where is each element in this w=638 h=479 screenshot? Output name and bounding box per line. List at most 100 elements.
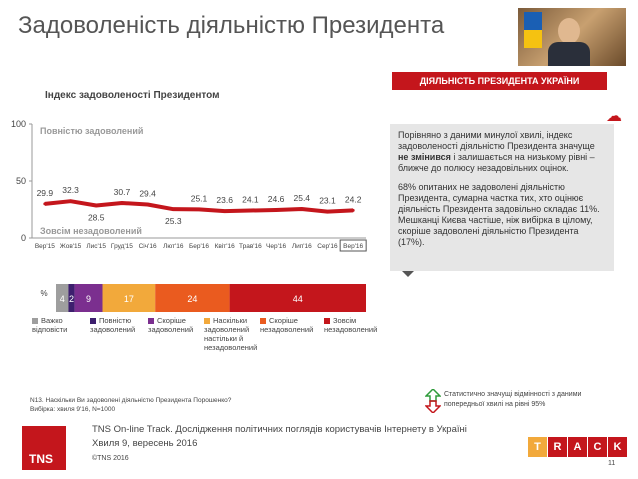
question-text: N13. Наскільки Ви задоволені діяльністю … [30,397,232,404]
data-point [274,208,278,212]
legend-label: Скоріше незадоволений [260,316,314,334]
x-tick-label: Бер'16 [189,243,209,250]
data-label: 23.6 [216,195,233,205]
suit-shape [548,42,590,66]
data-point [300,207,304,211]
track-letter: K [608,437,627,457]
x-tick-label: Чер'16 [266,243,286,250]
legend-label: Важко відповісти [32,316,68,334]
x-tick-label: Квіт'16 [215,242,236,250]
data-point [171,207,175,211]
stacked-bar-chart: % 4 2 9 17 24 44 [40,284,366,312]
summary-box: Порівняно з даними минулої хвилі, індекс… [390,124,614,271]
x-tick-label: Вер'15 [35,243,55,250]
question-note: N13. Наскільки Ви задоволені діяльністю … [30,396,231,414]
bar-segment [74,284,103,312]
data-label: 24.6 [268,194,285,204]
footer-wave: Хвиля 9, вересень 2016 [92,438,198,449]
x-tick-label: Лип'16 [292,243,312,250]
significance-note: Статистично значущі відмінності з даними… [444,391,582,408]
tns-logo: TNS [22,426,66,470]
top-pole-label: Повністю задоволений [40,126,143,136]
legend-item: Наскільки задоволений настільки й незадо… [204,316,258,352]
face-shape [558,18,580,44]
track-letter: T [528,437,547,457]
summary-paragraph-3: Мешканці Києва частіше, ніж вибірка в ці… [398,215,593,247]
x-tick-label: Сер'16 [317,243,338,250]
legend-item: Скоріше задоволений [148,316,202,334]
legend-swatch [32,318,38,324]
x-tick-label: Трав'16 [239,243,262,250]
data-label: 25.4 [293,193,310,203]
data-label: 24.2 [345,194,362,204]
legend-label: Наскільки задоволений настільки й незадо… [204,316,258,352]
data-label: 28.5 [88,213,105,223]
highlight-box [339,239,367,252]
x-tick-label: Вер'16 [343,243,363,250]
bar-segment [229,284,366,312]
page-number: 11 [608,460,616,467]
data-point [223,209,227,213]
president-photo [518,8,626,66]
page-title: Задоволеність діяльністю Президента [18,12,445,39]
legend-label: Повністю задоволений [90,316,136,334]
data-label: 32.3 [62,185,79,195]
bar-segment [155,284,230,312]
data-point [325,210,329,214]
bar-segment-label: 9 [86,294,91,304]
data-label: 25.1 [191,193,208,203]
data-point [351,208,355,212]
bar-segment-label: 44 [293,294,303,304]
legend-item: Повністю задоволений [90,316,144,334]
data-point [197,207,201,211]
x-tick-label: Жов'15 [60,243,82,250]
bar-segment [102,284,156,312]
y-tick-label: 100 [11,119,26,129]
legend-swatch [148,318,154,324]
bottom-pole-label: Зовсім незадоволений [40,226,142,236]
legend-swatch [204,318,210,324]
track-letter: C [588,437,607,457]
cloud-icon: ☁ [606,108,622,125]
legend-item: Скоріше незадоволений [260,316,320,334]
x-tick-label: Січ'16 [139,242,157,250]
bar-segment-label: 4 [60,294,65,304]
x-tick-label: Лис'15 [86,243,106,250]
flag-icon [524,12,542,48]
x-tick-label: Груд'15 [111,243,133,250]
x-tick-label: Лют'16 [163,243,184,250]
data-point [69,199,73,203]
bar-segment-label: 24 [187,294,197,304]
legend-item: Зовсім незадоволений [324,316,390,334]
legend-label: Зовсім незадоволений [324,316,378,334]
y-tick-label: 50 [16,176,26,186]
y-tick-label: 0 [21,233,26,243]
data-label: 30.7 [114,187,131,197]
line-chart: 100 50 0 Повністю задоволений Зовсім незадов… [11,119,367,252]
section-banner: ДІЯЛЬНІСТЬ ПРЕЗИДЕНТА УКРАЇНИ [392,72,607,90]
track-letter: A [568,437,587,457]
data-point [120,201,124,205]
data-label: 29.4 [139,188,156,198]
data-label: 23.1 [319,196,336,206]
footer-copyright: ©TNS 2016 [92,455,129,462]
footer-study: TNS On-line Track. Дослідження політични… [92,424,467,435]
track-letter: R [548,437,567,457]
legend-label: Скоріше задоволений [148,316,194,334]
data-label: 24.1 [242,195,259,205]
data-point [94,204,98,208]
data-label: 25.3 [165,216,182,226]
data-point [43,202,47,206]
summary-emphasis: не змінився [398,152,451,162]
summary-paragraph-2: 68% опитаних не задоволені діяльністю Пр… [398,182,600,214]
bar-segment [56,284,69,312]
legend-swatch [90,318,96,324]
legend-swatch [260,318,266,324]
bar-unit-label: % [40,289,47,298]
legend-item: Важко відповісти [32,316,86,334]
data-point [146,202,150,206]
bar-segment-label: 2 [69,294,74,304]
bar-segment-label: 17 [124,294,134,304]
significance-arrows-icon [425,389,441,413]
data-label: 29.9 [37,188,54,198]
